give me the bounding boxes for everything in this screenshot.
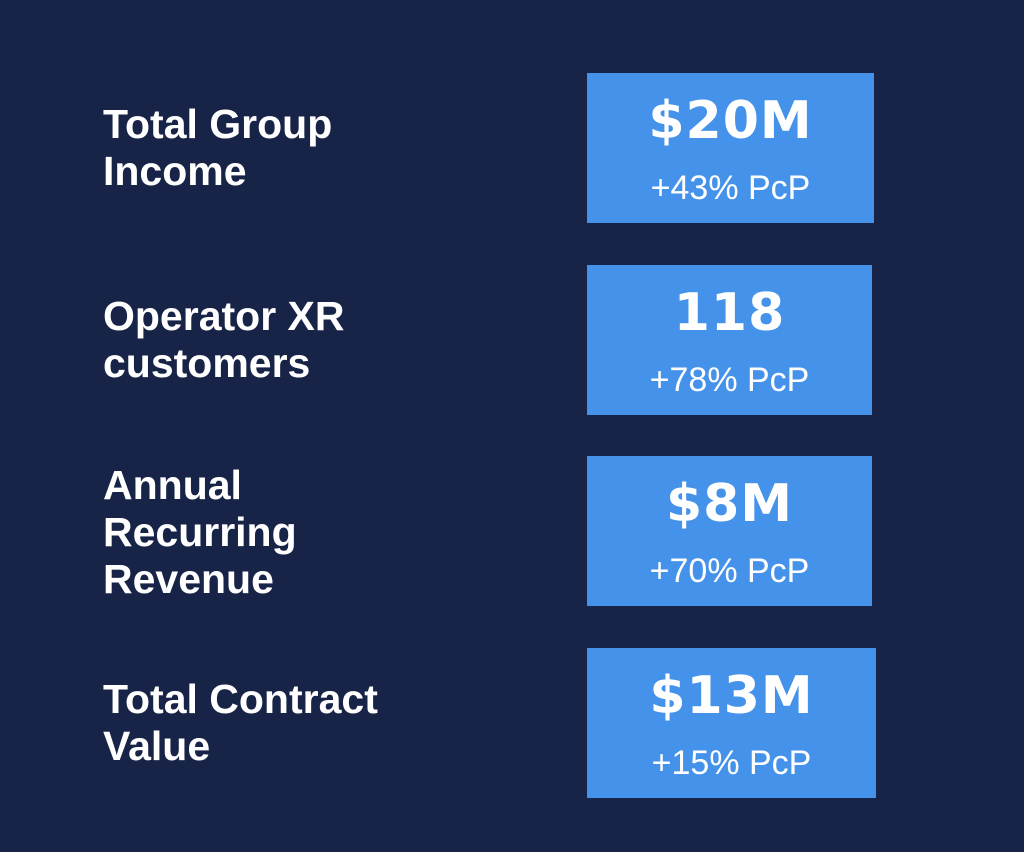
metric-value: 118 [673,283,786,343]
metric-value: $13M [649,666,814,726]
metric-value: $20M [648,91,813,151]
metric-label: Total Contract Value [103,676,378,769]
metric-change: +43% PcP [650,169,811,207]
metric-label: Total Group Income [103,101,333,194]
metric-change: +15% PcP [651,744,812,782]
metric-label: Operator XR customers [103,293,345,386]
metric-card: 118 +78% PcP [587,265,872,415]
metric-change: +70% PcP [649,552,810,590]
metric-card: $8M +70% PcP [587,456,872,606]
metric-change: +78% PcP [649,361,810,399]
metric-value: $8M [665,474,794,534]
metric-card: $13M +15% PcP [587,648,876,798]
metric-card: $20M +43% PcP [587,73,874,223]
metric-label: Annual Recurring Revenue [103,462,297,602]
